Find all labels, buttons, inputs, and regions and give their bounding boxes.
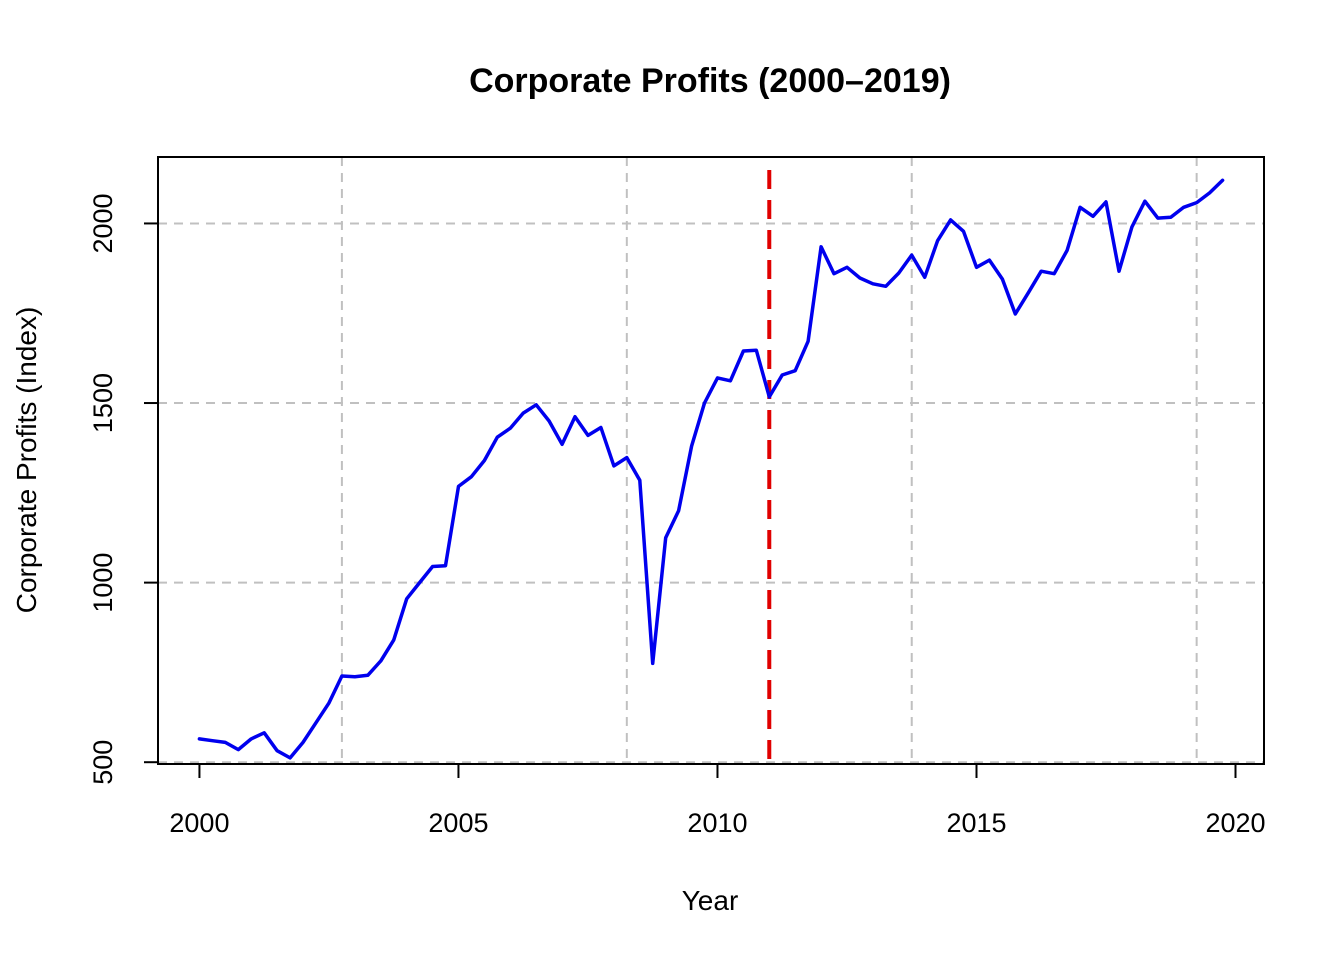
series-group	[197, 178, 1225, 760]
y-tick-label: 1000	[88, 553, 118, 613]
chart-title: Corporate Profits (2000–2019)	[469, 62, 951, 100]
series-line	[197, 178, 1225, 760]
x-axis: 2000 2005 2010 2015 2020	[169, 763, 1266, 838]
x-tick-label: 2015	[946, 808, 1006, 838]
x-tick-label: 2010	[687, 808, 747, 838]
y-tick-label: 500	[88, 740, 118, 785]
x-tick-label: 2020	[1205, 808, 1265, 838]
y-tick-label: 2000	[88, 193, 118, 253]
x-axis-label: Year	[682, 885, 739, 916]
x-tick-label: 2005	[428, 808, 488, 838]
x-tick-label: 2000	[169, 808, 229, 838]
y-tick-label: 1500	[88, 373, 118, 433]
y-axis-label: Corporate Profits (Index)	[11, 307, 42, 614]
y-axis: 500 1000 1500 2000	[88, 193, 159, 785]
